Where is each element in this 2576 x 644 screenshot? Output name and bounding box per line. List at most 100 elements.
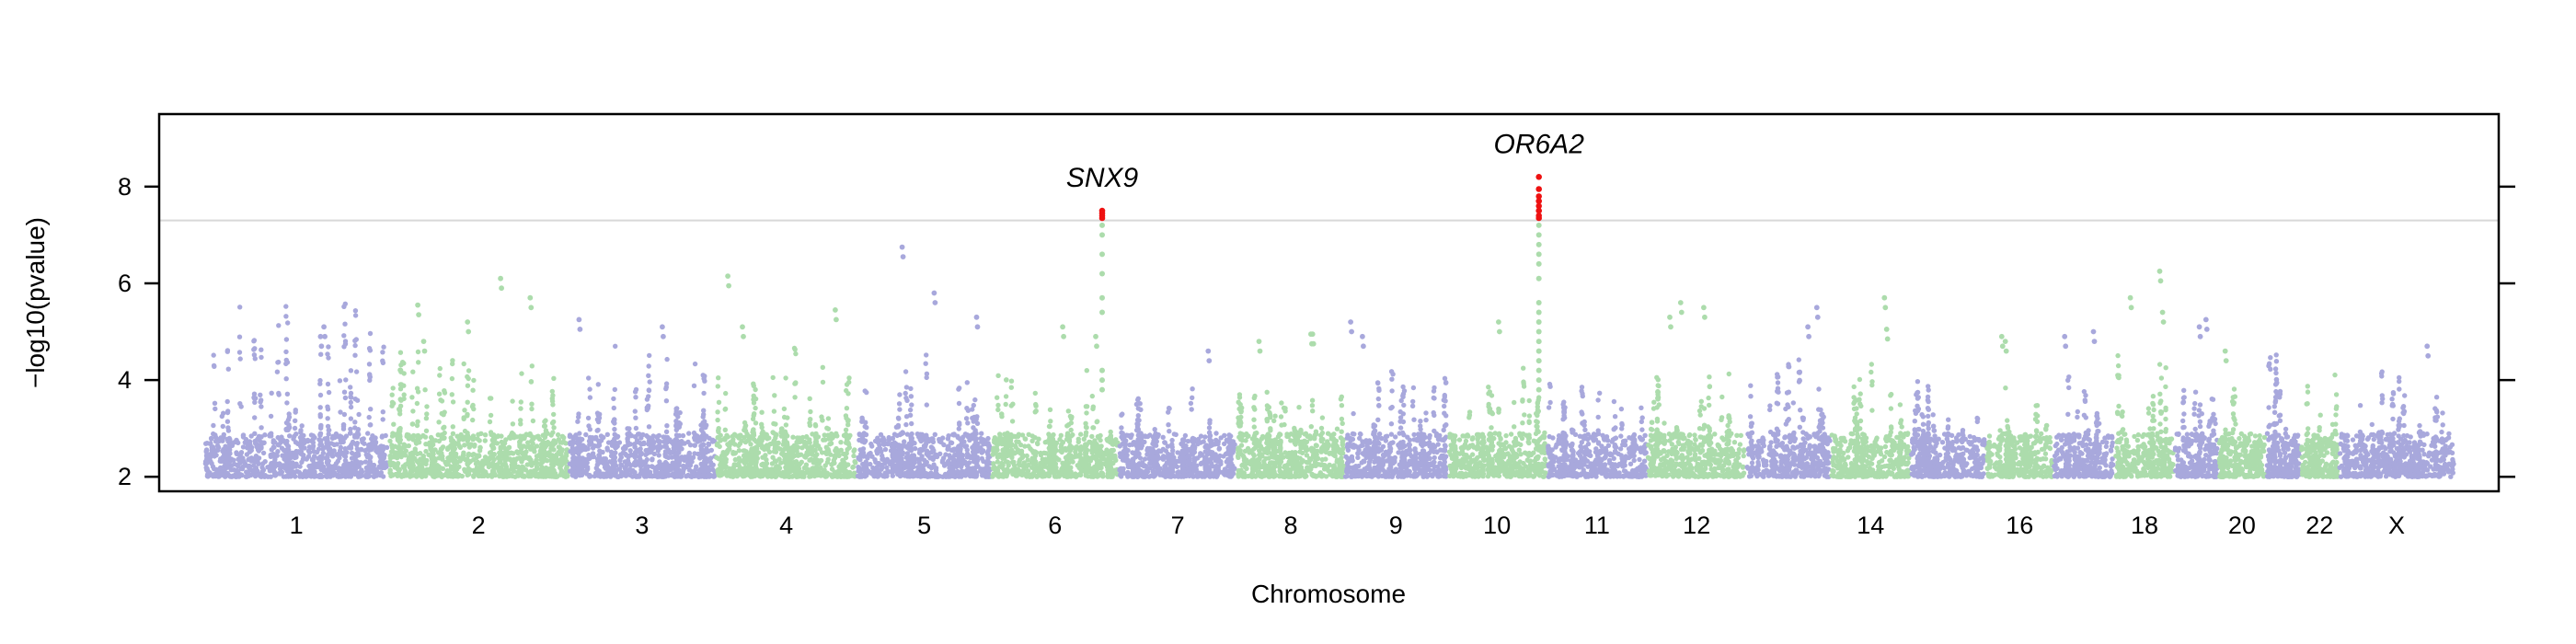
data-point [759,409,765,415]
data-point [985,441,991,446]
data-point [462,408,467,413]
data-point [213,406,218,412]
data-point [710,437,716,443]
data-point [1090,406,1096,412]
data-point [1039,471,1044,477]
data-point [251,395,257,400]
data-point [752,437,757,443]
data-point [360,439,365,445]
data-point [655,437,661,443]
data-point [907,407,914,413]
data-point [577,431,582,436]
data-point [237,356,243,362]
data-point [781,406,788,412]
data-point [462,428,468,434]
data-point [549,469,555,476]
data-point [224,450,229,455]
data-point [477,444,483,451]
data-point [973,470,980,476]
data-point [391,461,397,466]
data-point [742,420,748,426]
data-point [283,457,289,463]
data-point [1083,404,1089,409]
data-point [252,431,258,436]
data-point [450,399,456,405]
data-point [764,457,769,463]
data-point [633,451,638,456]
data-point [312,461,318,467]
data-point [330,466,336,473]
data-point [577,442,582,448]
data-point [956,456,961,462]
data-point [956,400,962,407]
data-point [616,440,623,445]
data-point [224,409,231,416]
data-point [824,470,830,476]
data-point [299,438,305,443]
data-point [348,390,354,397]
data-point [611,396,616,402]
data-point [824,446,831,452]
data-point [456,464,462,470]
data-point [759,473,765,479]
data-point [270,438,276,443]
data-point [499,285,504,292]
data-point [611,405,616,411]
data-point [208,435,214,442]
data-point [1084,368,1090,374]
data-point [583,431,589,438]
data-point [1064,462,1070,467]
data-point [1003,470,1009,476]
data-point [352,342,358,349]
data-point [763,453,768,458]
data-point [534,464,540,470]
data-point [866,451,872,457]
data-point [715,441,720,446]
data-point [507,456,512,463]
data-point [939,459,946,465]
data-point [465,399,470,405]
data-point [677,443,683,449]
data-point [638,446,643,452]
data-point [362,459,369,465]
data-point [765,474,771,479]
data-point [673,427,679,432]
data-point [945,444,951,450]
data-point [381,344,386,350]
data-point [604,445,610,451]
data-point [471,377,477,384]
data-point [1074,472,1079,477]
data-point [269,464,274,470]
data-point [612,417,617,422]
data-point [292,450,297,455]
data-point [899,244,905,250]
data-point [843,464,848,470]
data-point [252,346,258,351]
data-point [399,360,406,365]
data-point [972,397,978,403]
data-point [662,434,669,440]
data-point [487,456,493,462]
data-point [415,349,421,355]
data-point [829,466,835,472]
data-point [340,468,346,474]
data-point [325,458,330,465]
data-point [656,474,661,479]
data-point [656,465,661,471]
data-point [974,420,981,426]
data-point [502,450,508,456]
data-point [269,431,274,436]
data-point [508,432,514,438]
data-point [559,447,565,453]
data-point [380,417,385,422]
data-point [932,300,938,305]
data-point [632,389,638,395]
data-point [792,347,798,352]
data-point [860,466,866,471]
data-point [452,446,457,452]
data-point [646,363,651,369]
data-point [1095,452,1100,457]
data-point [896,401,903,407]
data-point [550,463,557,468]
data-point [416,440,422,445]
